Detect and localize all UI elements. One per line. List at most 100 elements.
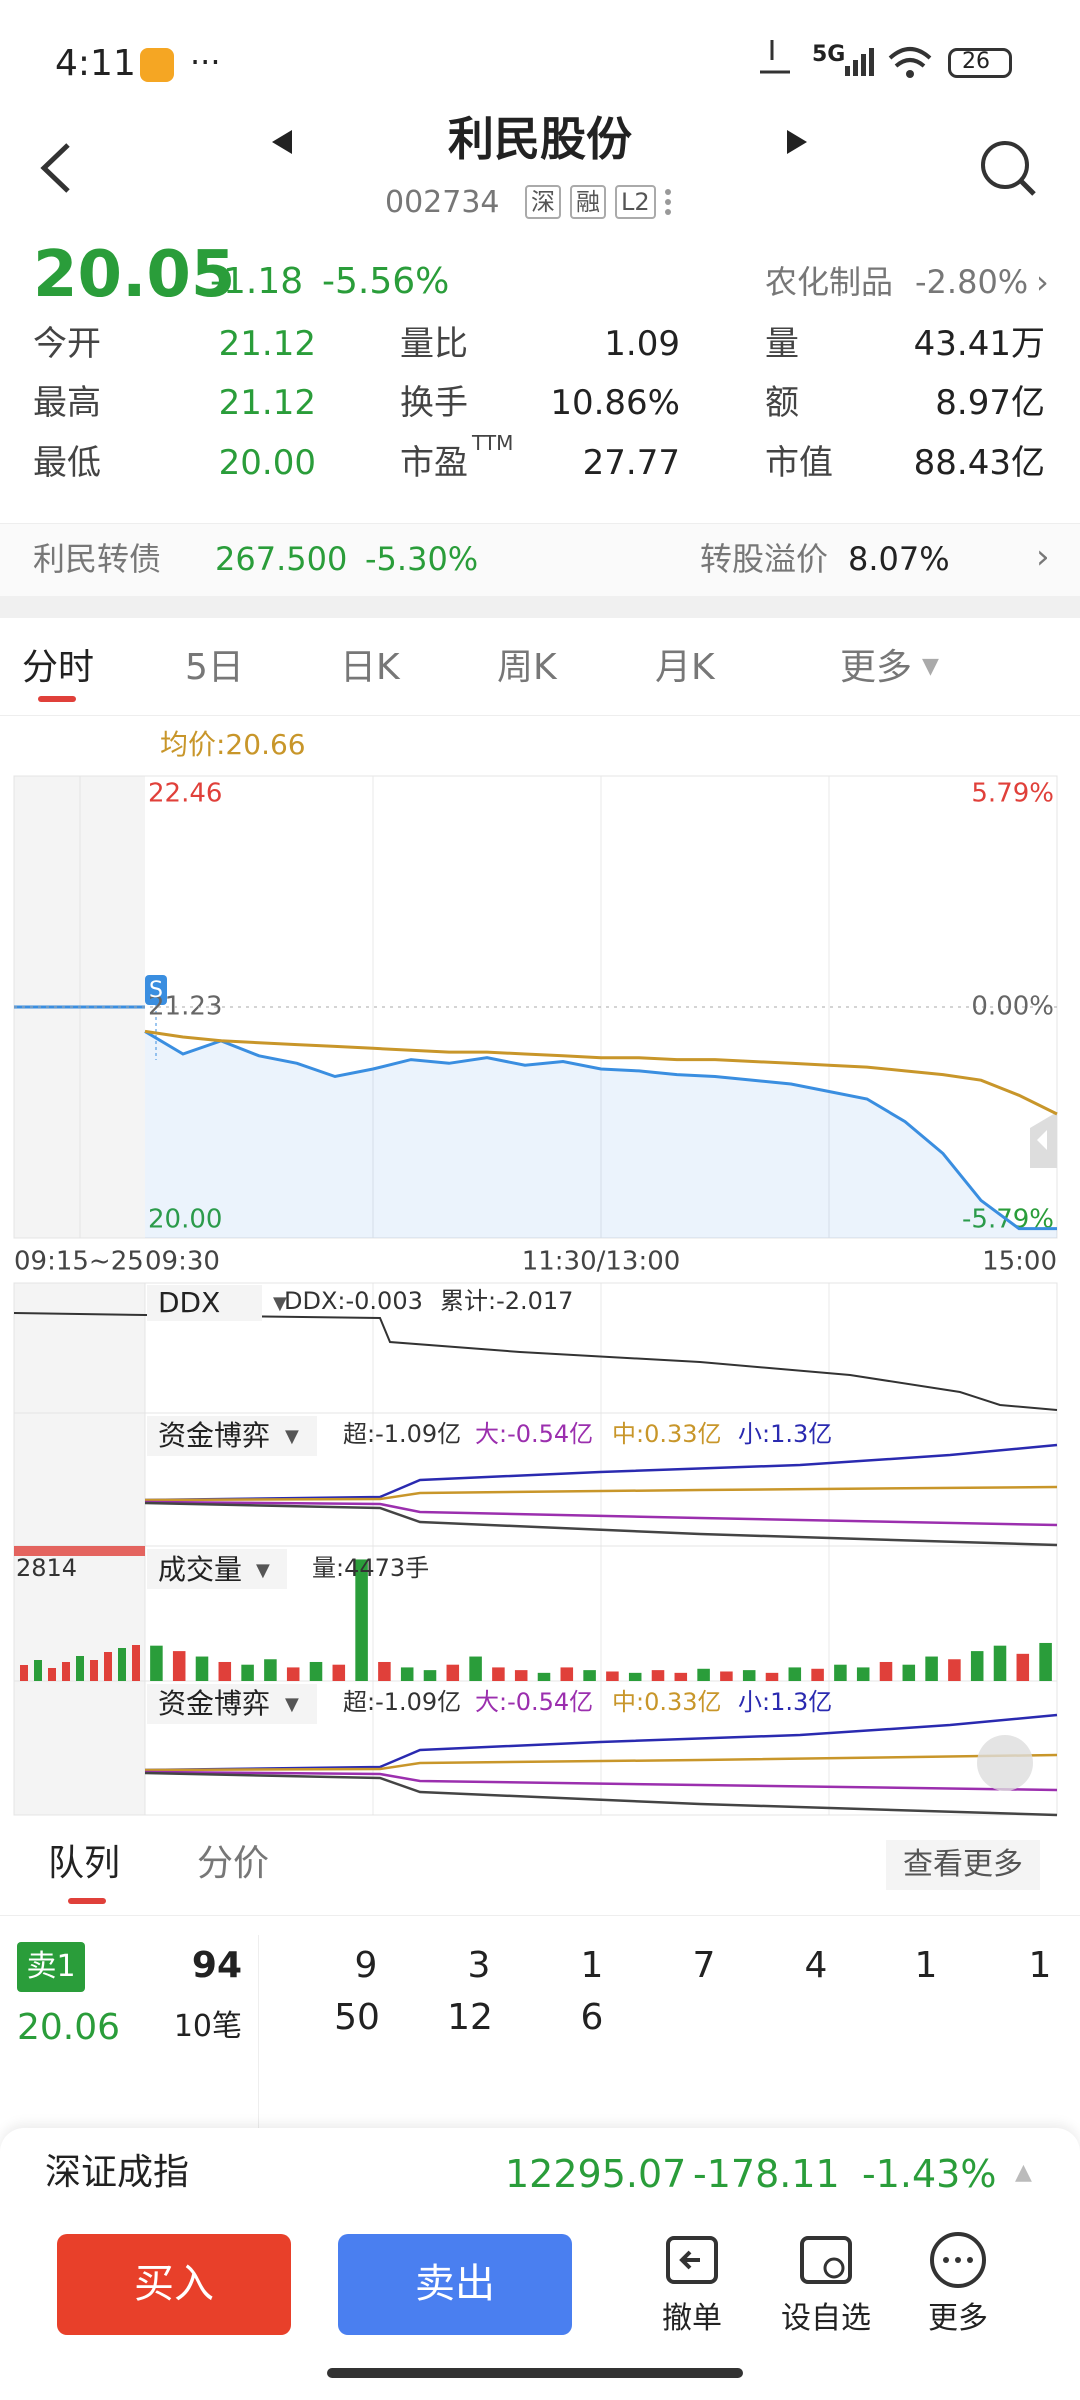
volume-bar: [286, 1667, 300, 1681]
action-label[interactable]: 撤单: [662, 2301, 722, 2336]
tab-indicator: [38, 696, 76, 702]
x-tick-label: 09:15~25: [14, 1247, 144, 1277]
tab[interactable]: 周K: [497, 647, 557, 688]
wifi-icon: [888, 47, 932, 68]
price-area: [145, 1031, 1057, 1238]
volume-bar: [309, 1661, 323, 1681]
stat-label: 量: [765, 324, 799, 364]
volume-bar: [332, 1664, 346, 1681]
search-handle: [1019, 179, 1036, 196]
next-stock[interactable]: [787, 130, 807, 154]
change: -1.18: [210, 261, 304, 302]
buy-button[interactable]: 买入: [57, 2234, 291, 2335]
tab[interactable]: 分价: [197, 1843, 270, 1884]
volume-bar: [241, 1664, 254, 1681]
volume-bar: [742, 1670, 756, 1681]
tab[interactable]: 5日: [185, 647, 244, 688]
volume-bar: [423, 1670, 437, 1681]
search[interactable]: [981, 141, 1029, 189]
volume-bar: [674, 1672, 688, 1681]
volume-bar: [879, 1661, 893, 1681]
prev-stock[interactable]: [272, 130, 292, 154]
more-button[interactable]: 查看更多: [886, 1840, 1040, 1890]
header-icons: [40, 40, 1036, 215]
volume-bar: [469, 1656, 482, 1681]
clock: 4:11: [55, 43, 136, 84]
sell-button[interactable]: 卖出: [338, 2234, 572, 2335]
queue-volume: 7: [692, 1945, 716, 1986]
premarket-label: 2814: [16, 1554, 77, 1582]
battery-level: 26: [962, 49, 990, 74]
legend: 均价:20.66: [160, 728, 306, 761]
tab-indicator: [68, 1898, 106, 1904]
sector-pct: -2.80%: [915, 263, 1029, 301]
indicator-value: 中:0.33亿: [612, 1420, 722, 1448]
badge: 融: [570, 185, 606, 219]
battery: [948, 48, 1012, 78]
volume-bar: [583, 1670, 596, 1681]
tab[interactable]: 日K: [340, 647, 400, 688]
queue-volume: 9: [354, 1945, 378, 1986]
bond-pct: -5.30%: [365, 540, 479, 578]
volume-bar: [856, 1667, 870, 1681]
stat-label: 量比: [400, 324, 468, 364]
y2-tick-label: 5.79%: [971, 779, 1054, 809]
panel-value: 量:4473手: [312, 1554, 429, 1582]
bond-row[interactable]: [0, 523, 1080, 597]
volume-bar: [492, 1667, 505, 1681]
indicator-name[interactable]: 资金博弈: [158, 1419, 270, 1452]
svg-text:▼: ▼: [285, 1694, 299, 1715]
volume-bar: [765, 1672, 779, 1681]
indicator-value: 小:1.3亿: [738, 1688, 832, 1716]
indicator-value: 大:-0.54亿: [475, 1420, 593, 1448]
app-icon: [140, 48, 174, 82]
index-change: -178.11: [693, 2152, 840, 2196]
panel-title[interactable]: 成交量: [158, 1553, 242, 1586]
expand-arrow[interactable]: ▲: [1015, 2160, 1032, 2185]
queue-volume: 1: [914, 1945, 938, 1986]
action-label[interactable]: 更多: [928, 2301, 988, 2336]
indicator-name[interactable]: DDX: [158, 1286, 220, 1319]
indicator-value: 中:0.33亿: [612, 1688, 722, 1716]
volume-bar: [560, 1667, 574, 1681]
stat-label: 额: [765, 383, 799, 423]
tab[interactable]: 分时: [22, 647, 95, 688]
stat-label: 换手: [400, 383, 468, 423]
volume-bar: [355, 1559, 368, 1681]
stat-value: 10.86%: [550, 383, 680, 423]
chevron: ›: [1036, 537, 1050, 577]
svg-text:▼: ▼: [256, 1560, 270, 1581]
chart-area: DDX DDX:-0.003 累计:-2.017 资金博弈 超:-1.09亿 大…: [13, 728, 1058, 1817]
side-badge: 卖1: [17, 1942, 85, 1992]
volume-bar: [697, 1668, 710, 1681]
volume-bar: [720, 1671, 733, 1681]
tab[interactable]: 队列: [48, 1843, 121, 1884]
svg-text:▼: ▼: [285, 1426, 299, 1447]
stat-label: 今开: [33, 324, 101, 364]
badge: L2: [615, 185, 656, 219]
volume-bar: [628, 1672, 642, 1681]
bond-price: 267.500: [215, 540, 348, 578]
volume-bar: [446, 1664, 460, 1681]
stat-value: 88.43亿: [913, 443, 1045, 483]
separator: [0, 596, 1080, 618]
index-name[interactable]: 深证成指: [45, 2152, 190, 2193]
volume-bar: [948, 1659, 961, 1681]
tab[interactable]: 月K: [655, 647, 715, 688]
indicator-name[interactable]: 资金博弈: [158, 1687, 270, 1720]
change-pct: -5.56%: [322, 261, 450, 302]
x-tick-label: 15:00: [982, 1247, 1057, 1277]
sector[interactable]: 农化制品: [765, 263, 894, 301]
indicator-value: 超:-1.09亿: [343, 1688, 461, 1716]
volume-bar: [788, 1667, 802, 1681]
queue-volume: 1: [580, 1945, 604, 1986]
action-label[interactable]: 设自选: [781, 2301, 871, 2336]
volume-bar: [537, 1672, 551, 1681]
fund-medium: [144, 1753, 1058, 1772]
indicator-value: DDX:-0.003: [284, 1287, 423, 1315]
back-button[interactable]: [40, 143, 70, 193]
volume-bar: [902, 1664, 916, 1681]
tab[interactable]: 更多: [840, 647, 913, 688]
volume-bar: [400, 1667, 414, 1681]
volume-bar: [970, 1651, 984, 1681]
